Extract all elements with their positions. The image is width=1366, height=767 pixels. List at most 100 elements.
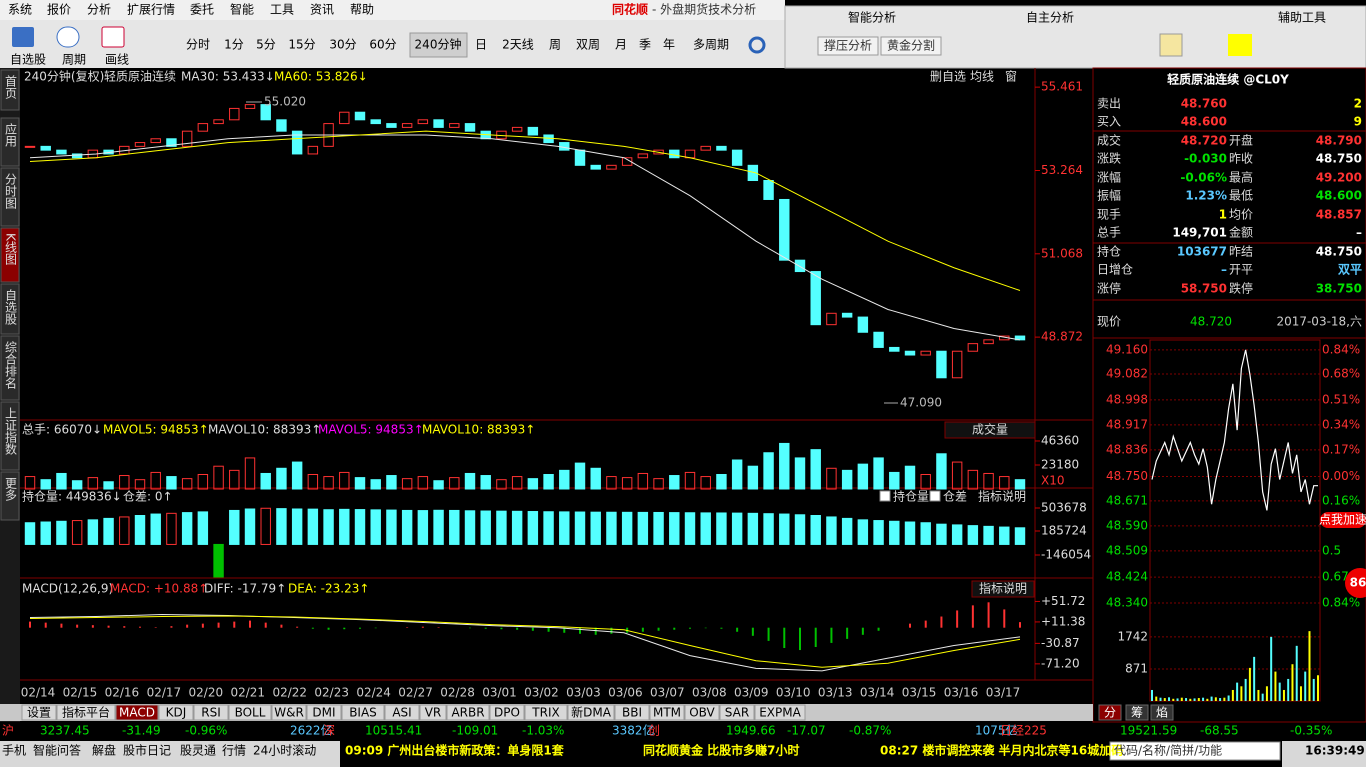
footer-link[interactable]: 手机	[2, 744, 26, 758]
search-box[interactable]	[1109, 741, 1281, 761]
period-button[interactable]: 1分	[224, 38, 244, 52]
indicator-tab-label[interactable]: BIAS	[349, 706, 377, 720]
indicator-tab-label[interactable]: MACD	[119, 706, 155, 720]
period-button[interactable]: 季	[639, 38, 651, 52]
menu-item[interactable]: 分析	[87, 3, 111, 17]
period-button[interactable]: 5分	[256, 38, 276, 52]
period-button[interactable]: 15分	[288, 38, 315, 52]
panel-tab[interactable]	[1098, 704, 1122, 721]
indicator-tab[interactable]	[56, 704, 116, 721]
period-button[interactable]: 2天线	[502, 38, 534, 52]
footer-link[interactable]: 股市日记	[123, 743, 171, 758]
side-tab[interactable]	[0, 471, 20, 521]
tool-button-label[interactable]: 黄金分割	[887, 38, 935, 53]
indicator-tab-label[interactable]: BBI	[622, 706, 642, 720]
indicator-tab[interactable]	[21, 704, 57, 721]
menu-item[interactable]: 系统	[8, 3, 32, 17]
indicator-button-label[interactable]: 指标说明	[979, 581, 1027, 596]
menu-item[interactable]: 扩展行情	[127, 3, 175, 17]
indicator-tab[interactable]	[158, 704, 194, 721]
side-tab-label[interactable]: 综合排名	[4, 341, 18, 389]
indicator-tab[interactable]	[271, 704, 307, 721]
side-tab[interactable]	[0, 401, 20, 471]
indicator-tab[interactable]	[341, 704, 385, 721]
checkbox[interactable]	[929, 490, 941, 502]
indicator-tab-label[interactable]: ARBR	[451, 706, 484, 720]
period-button[interactable]: 周	[549, 38, 561, 52]
bubble[interactable]	[1345, 568, 1366, 598]
toolbar-button[interactable]: 画线	[105, 53, 129, 67]
indicator-tab-label[interactable]: EXPMA	[759, 706, 801, 720]
side-tab-label[interactable]: K线图	[4, 233, 18, 265]
panel-tab[interactable]	[1125, 704, 1149, 721]
indicator-tab[interactable]	[228, 704, 272, 721]
indicator-tab-label[interactable]: RSI	[201, 706, 221, 720]
indicator-tab[interactable]	[489, 704, 525, 721]
side-tab[interactable]	[0, 69, 20, 111]
bubble-label[interactable]: 86	[1350, 576, 1366, 590]
side-tab-label[interactable]: 分时图	[4, 173, 18, 209]
side-tab[interactable]	[0, 335, 20, 401]
period-button[interactable]: 月	[615, 38, 627, 52]
indicator-tab-label[interactable]: BOLL	[235, 706, 266, 720]
panel-tab-label[interactable]: 分	[1104, 706, 1116, 720]
menu-item[interactable]: 智能	[230, 2, 254, 17]
option-label[interactable]: 指标说明	[978, 489, 1026, 504]
indicator-tab[interactable]	[614, 704, 650, 721]
search-placeholder[interactable]: 代码/名称/简拼/功能	[1114, 743, 1222, 758]
menu-item[interactable]: 委托	[190, 3, 214, 17]
indicator-tab-label[interactable]: OBV	[689, 706, 715, 720]
indicator-tab-label[interactable]: SAR	[725, 706, 749, 720]
period-button[interactable]: 年	[663, 38, 675, 52]
tool-button[interactable]	[817, 36, 879, 56]
indicator-tab[interactable]	[649, 704, 685, 721]
indicator-tab[interactable]	[684, 704, 720, 721]
toolbar-button[interactable]: 周期	[62, 53, 86, 67]
panel-tab[interactable]	[1150, 704, 1174, 721]
indicator-tab[interactable]	[384, 704, 420, 721]
indicator-tab[interactable]	[567, 704, 615, 721]
panel-tab-label[interactable]: 筹	[1131, 706, 1143, 720]
indicator-tab[interactable]	[524, 704, 568, 721]
indicator-tab[interactable]	[446, 704, 490, 721]
tool-button-label[interactable]: 撑压分析	[824, 38, 872, 53]
indicator-tab[interactable]	[719, 704, 755, 721]
menu-item[interactable]: 帮助	[350, 3, 374, 17]
pointer-tool[interactable]	[1159, 33, 1183, 57]
side-tab-label[interactable]: 上证指数	[4, 407, 18, 456]
indicator-tab[interactable]	[306, 704, 342, 721]
indicator-tab[interactable]	[115, 704, 159, 721]
indicator-tab-label[interactable]: DPO	[494, 706, 520, 720]
news-item[interactable]: 同花顺黄金 比股市多赚7小时	[643, 743, 800, 758]
promo-badge[interactable]	[1320, 512, 1366, 528]
side-tab-label[interactable]: 更多	[4, 477, 18, 502]
footer-link[interactable]: 24小时滚动	[253, 743, 316, 758]
indicator-tab-label[interactable]: 新DMA	[571, 705, 612, 720]
panel-tab-label[interactable]: 焰	[1156, 705, 1168, 720]
indicator-tab-label[interactable]: W&R	[274, 706, 304, 720]
footer-link[interactable]: 智能问答	[33, 743, 81, 758]
checkbox[interactable]	[879, 490, 891, 502]
period-button[interactable]: 分时	[186, 38, 210, 52]
indicator-tab-label[interactable]: MTM	[653, 706, 681, 720]
tool-button[interactable]	[880, 36, 942, 56]
indicator-tab-label[interactable]: KDJ	[166, 706, 187, 720]
selector[interactable]	[944, 421, 1036, 439]
period-button[interactable]: 240分钟	[415, 37, 462, 52]
footer-link[interactable]: 解盘	[92, 743, 116, 758]
indicator-tab-label[interactable]: 指标平台	[62, 705, 110, 720]
footer-link[interactable]: 行情	[222, 744, 246, 758]
period-button[interactable]: 日	[475, 38, 487, 52]
side-tab[interactable]	[0, 117, 20, 167]
period-button[interactable]: 60分	[369, 38, 396, 52]
indicator-tab[interactable]	[193, 704, 229, 721]
period-button[interactable]: 30分	[329, 38, 356, 52]
period-button[interactable]: 双周	[576, 38, 600, 52]
menu-item[interactable]: 工具	[270, 3, 294, 17]
selector-label[interactable]: 成交量	[972, 422, 1008, 437]
promo-label[interactable]: 点我加速	[1319, 513, 1366, 527]
side-tab-label[interactable]: 自选股	[4, 289, 18, 326]
news-item[interactable]: 08:27 楼市调控来袭 半月内北京等16城加码	[880, 743, 1123, 758]
indicator-tab-label[interactable]: 设置	[27, 706, 51, 720]
indicator-tab[interactable]	[419, 704, 447, 721]
